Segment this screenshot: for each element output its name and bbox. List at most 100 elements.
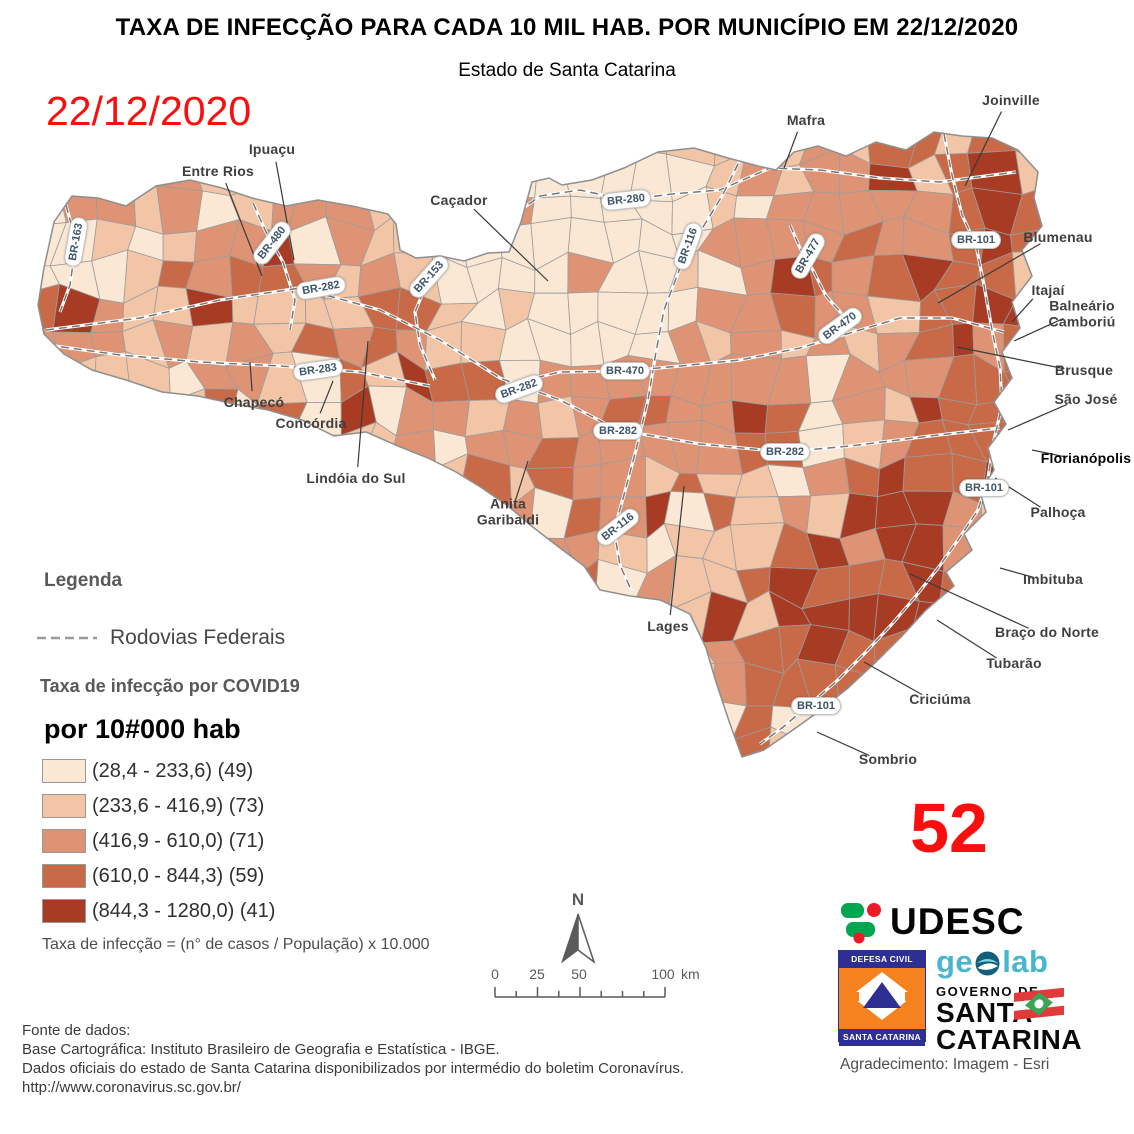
- source-line: Base Cartográfica: Instituto Brasileiro …: [22, 1041, 500, 1058]
- municipality-cell: [740, 132, 785, 170]
- santa-catarina-flag-icon: [1014, 988, 1064, 1020]
- city-leader-line: [514, 460, 529, 502]
- municipality-cell: [912, 600, 954, 629]
- city-leader-line: [357, 340, 369, 468]
- road-label: BR-470: [600, 362, 650, 380]
- defesa-civil-logo: DEFESA CIVIL SANTA CATARINA: [838, 950, 926, 1046]
- scale-tick-label: 100: [651, 966, 675, 982]
- city-label: Imbituba: [1023, 571, 1083, 588]
- city-label: Brusque: [1054, 362, 1114, 379]
- municipality-cell: [731, 726, 772, 757]
- city-label: Anita Garibaldi: [476, 495, 540, 527]
- city-leader-line: [1007, 403, 1068, 431]
- legend-heading: Legenda: [44, 570, 123, 591]
- legend-class-label: (844,3 - 1280,0) (41): [92, 899, 276, 922]
- city-label: Blumenau: [1023, 229, 1093, 246]
- page-subtitle: Estado de Santa Catarina: [458, 60, 676, 81]
- geolab-logo-text-left: ge: [936, 944, 974, 979]
- city-label: Concórdia: [275, 415, 347, 432]
- municipality-cell: [94, 351, 131, 400]
- north-label: N: [571, 890, 585, 909]
- city-label: Florianópolis: [1040, 450, 1132, 467]
- municipality-cell: [1009, 184, 1042, 236]
- city-leader-line: [1031, 449, 1067, 458]
- legend-covid-heading: Taxa de infecção por COVID19: [40, 676, 300, 696]
- road-label: BR-282: [760, 443, 810, 461]
- city-leader-line: [275, 161, 295, 261]
- city-label: Joinville: [982, 92, 1040, 109]
- legend-roads-row: Rodovias Federais: [36, 626, 285, 650]
- legend-swatch-1: [42, 759, 86, 783]
- geolab-logo: ge lab: [936, 944, 1048, 980]
- legend-class-row: (610,0 - 844,3) (59): [42, 863, 264, 889]
- municipality-cell: [831, 255, 875, 297]
- city-label: Entre Rios: [181, 163, 255, 180]
- municipality-cell: [729, 496, 785, 526]
- city-label: Braço do Norte: [995, 624, 1099, 641]
- municipality-cell: [491, 155, 539, 199]
- scale-tick-label: 25: [529, 966, 545, 982]
- municipality-cell: [665, 662, 716, 709]
- municipality-cell: [638, 132, 674, 155]
- municipality-cell: [491, 196, 536, 229]
- municipality-cell: [1014, 149, 1042, 196]
- city-label: Ipuaçu: [248, 141, 296, 158]
- municipality-cell: [156, 185, 203, 235]
- geolab-globe-icon: [975, 951, 1000, 975]
- municipality-cell: [162, 230, 198, 263]
- defesa-civil-top-label: DEFESA CIVIL: [839, 951, 925, 968]
- city-label: Caçador: [430, 192, 488, 209]
- city-leader-line: [669, 485, 685, 616]
- road-line: [459, 167, 1017, 241]
- city-leader-line: [999, 567, 1034, 578]
- legend-swatch-2: [42, 794, 86, 818]
- city-leader-line: [956, 346, 1065, 370]
- legend-class-label: (233,6 - 416,9) (73): [92, 794, 265, 817]
- governo-line3: CATARINA: [936, 1024, 1083, 1055]
- municipality-cell: [952, 322, 975, 358]
- city-leader-line: [964, 111, 1003, 187]
- legend-class-row: (844,3 - 1280,0) (41): [42, 898, 275, 924]
- city-leader-line: [1011, 298, 1034, 323]
- legend-class-row: (28,4 - 233,6) (49): [42, 758, 253, 784]
- city-label: Palhoça: [1030, 504, 1086, 521]
- city-leader-line: [909, 573, 1029, 629]
- municipality-cell: [966, 132, 1016, 154]
- city-leader-line: [1013, 317, 1064, 342]
- city-label: Sombrio: [858, 751, 918, 768]
- city-label: Itajaí: [1031, 282, 1065, 299]
- city-label: Mafra: [786, 112, 826, 129]
- legend-unit-heading: por 10#000 hab: [44, 714, 241, 744]
- legend-class-label: (610,0 - 844,3) (59): [92, 864, 265, 887]
- municipality-cell: [389, 429, 437, 469]
- municipality-cell: [59, 356, 97, 400]
- page-title: TAXA DE INFECÇÃO PARA CADA 10 MIL HAB. P…: [115, 14, 1019, 41]
- city-label: Lages: [647, 618, 689, 635]
- municipality-cell: [572, 464, 602, 501]
- defesa-civil-emblem-icon: [841, 972, 923, 1020]
- city-leader-line: [473, 208, 549, 282]
- udesc-logo: UDESC: [840, 900, 1025, 944]
- municipality-cell: [731, 399, 769, 434]
- udesc-logo-text: UDESC: [890, 901, 1025, 942]
- source-line: Dados oficiais do estado de Santa Catari…: [22, 1060, 685, 1077]
- north-arrow-icon: [561, 913, 596, 965]
- esri-credit: Agradecimento: Imagem - Esri: [840, 1056, 1050, 1073]
- city-leader-line: [319, 380, 334, 414]
- scale-unit-label: km: [681, 966, 700, 982]
- municipality-cell: [567, 558, 599, 606]
- scale-bar: [494, 987, 666, 998]
- scale-tick-label: 50: [571, 966, 587, 982]
- municipality-cell: [902, 453, 954, 492]
- city-leader-line: [936, 619, 997, 659]
- city-leader-line: [816, 731, 870, 757]
- legend-formula: Taxa de infecção = (n° de casos / Popula…: [42, 936, 430, 953]
- udesc-logo-icon: [841, 903, 881, 944]
- legend-roads-label: Rodovias Federais: [110, 626, 286, 649]
- source-line: http://www.coronavirus.sc.gov.br/: [22, 1079, 241, 1096]
- city-leader-line: [249, 361, 253, 392]
- city-label: São José: [1054, 391, 1118, 408]
- city-leader-line: [783, 131, 799, 169]
- governo-line1: GOVERNO DE: [936, 984, 1040, 999]
